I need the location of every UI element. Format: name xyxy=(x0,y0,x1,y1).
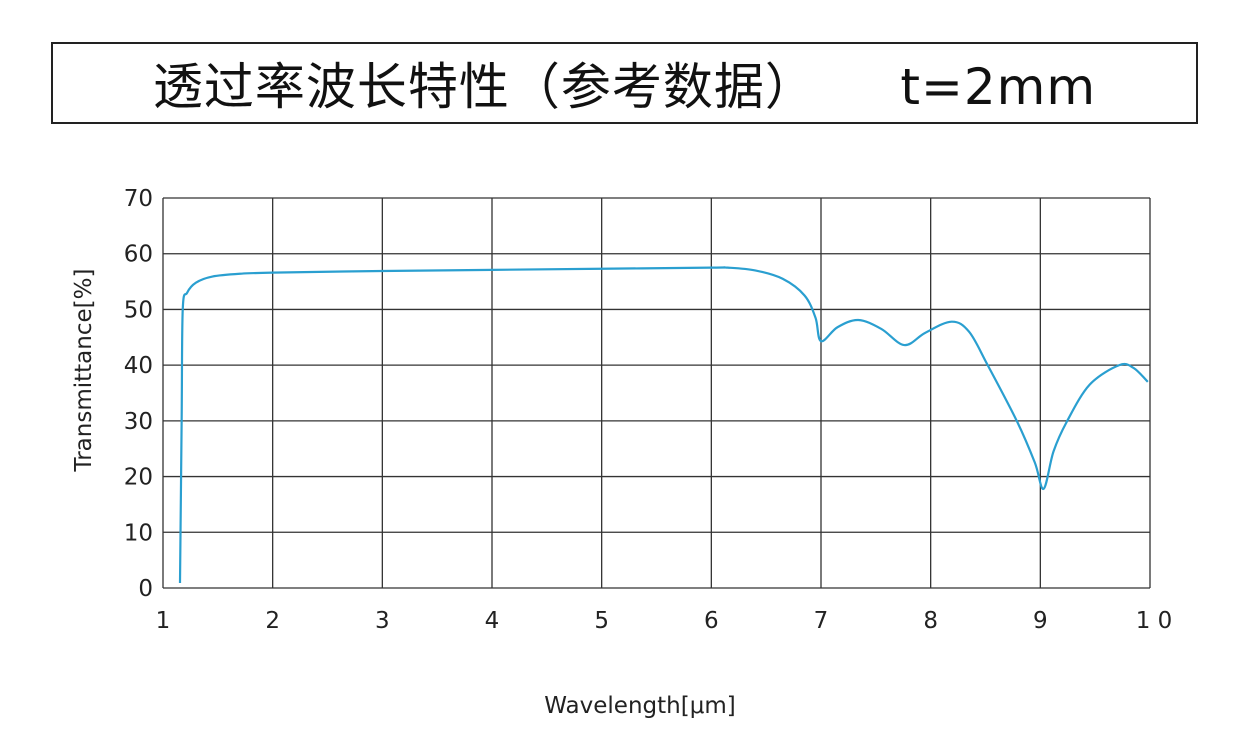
y-tick-label: 20 xyxy=(124,465,153,491)
y-tick-label: 40 xyxy=(124,353,153,379)
y-tick-label: 10 xyxy=(124,520,153,546)
x-tick-label: 6 xyxy=(704,608,719,634)
series-line-transmittance xyxy=(178,266,1149,583)
y-tick-label: 30 xyxy=(124,409,153,435)
y-tick-label: 0 xyxy=(138,576,153,602)
grid xyxy=(162,197,1151,589)
x-tick-label: 1 0 xyxy=(1136,608,1173,634)
x-tick-label: 2 xyxy=(265,608,280,634)
y-tick-label: 60 xyxy=(124,242,153,268)
x-tick-label: 1 xyxy=(156,608,171,634)
x-tick-label: 8 xyxy=(923,608,938,634)
y-tick-label: 70 xyxy=(124,186,153,212)
chart-title: 透过率波长特性（参考数据） t=2mm xyxy=(152,58,1097,116)
x-axis-label: Wavelength[μm] xyxy=(544,693,735,719)
x-tick-label: 7 xyxy=(814,608,829,634)
x-tick-label: 3 xyxy=(375,608,390,634)
y-tick-label: 50 xyxy=(124,297,153,323)
x-tick-label: 5 xyxy=(594,608,609,634)
x-tick-label: 4 xyxy=(485,608,500,634)
title-box: 透过率波长特性（参考数据） t=2mm xyxy=(51,42,1198,124)
x-tick-label: 9 xyxy=(1033,608,1048,634)
y-axis-label: Transmittance[%] xyxy=(71,269,97,473)
